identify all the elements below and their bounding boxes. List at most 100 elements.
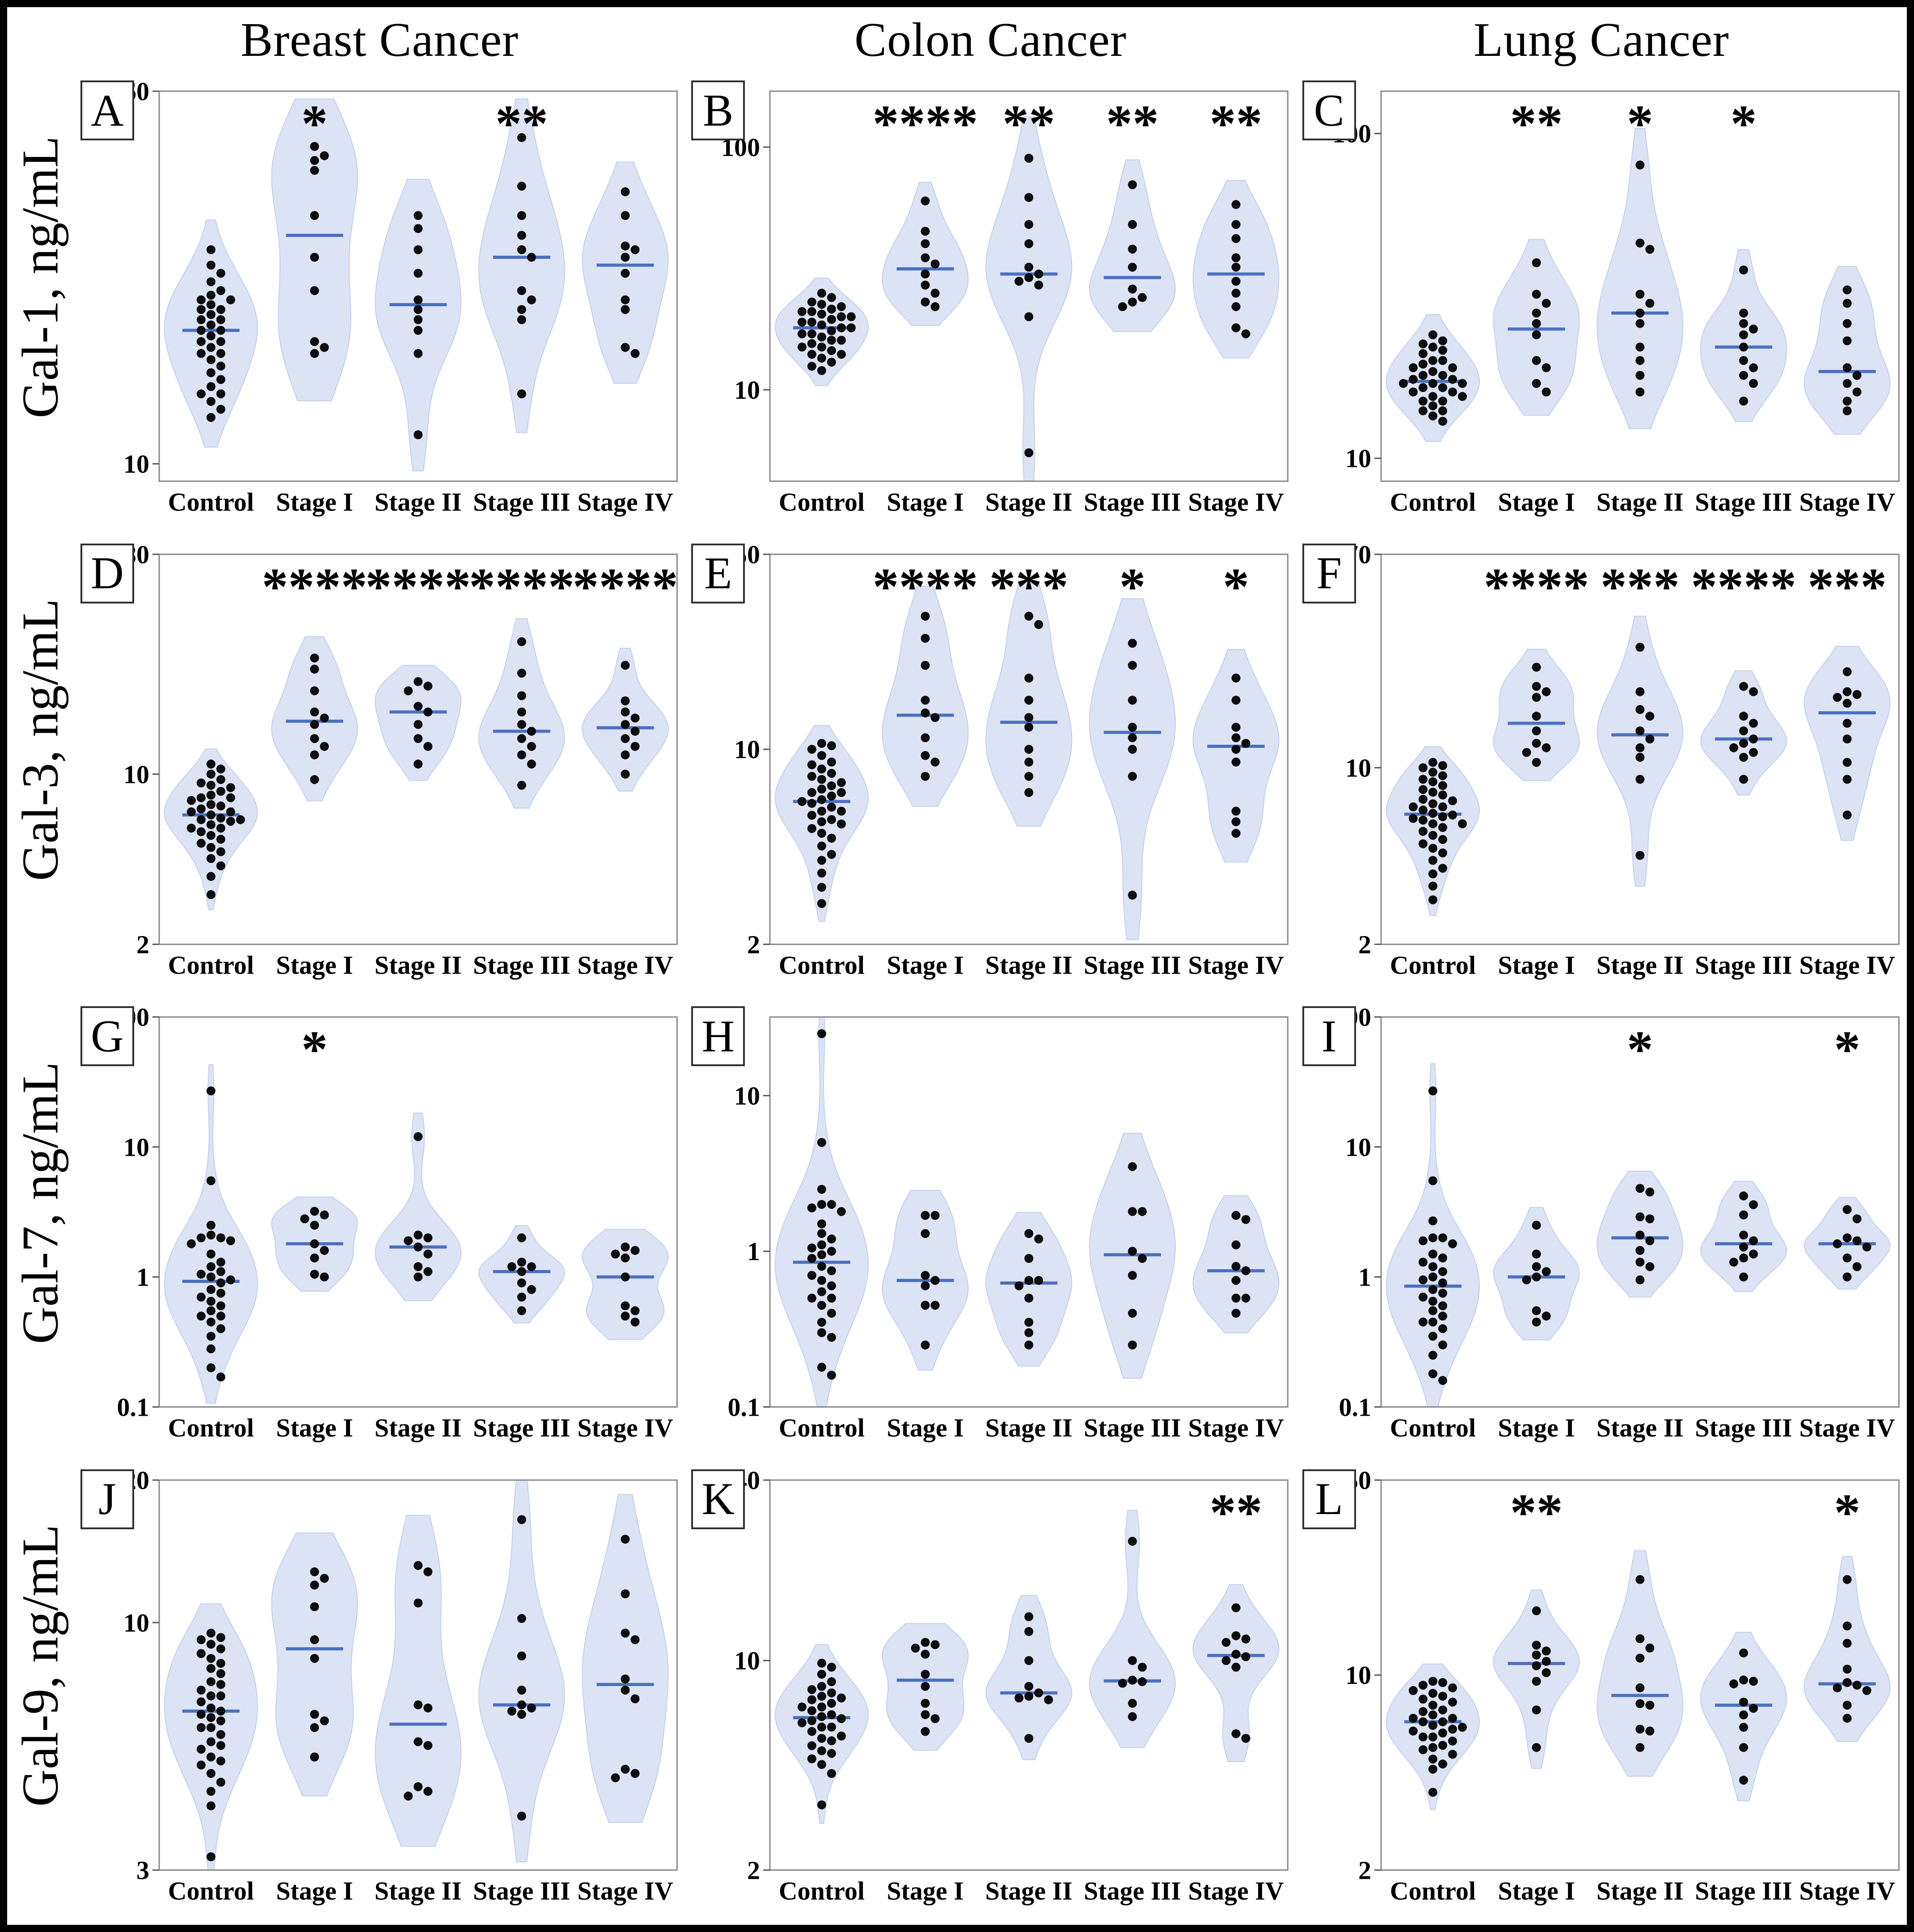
data-point (1138, 1254, 1147, 1263)
data-point (414, 269, 423, 278)
data-point (517, 750, 526, 759)
x-tick-label-stage-iii: Stage III (473, 487, 570, 516)
data-point (1532, 379, 1541, 388)
data-point (517, 1514, 526, 1524)
data-point (817, 1722, 827, 1732)
data-point (216, 1372, 225, 1382)
data-point (1024, 1734, 1034, 1743)
data-point (1241, 1266, 1251, 1275)
data-point (1428, 1306, 1437, 1316)
data-point (517, 1233, 526, 1243)
data-point (216, 786, 225, 796)
y-tick-label: 10 (123, 759, 149, 789)
data-point (1428, 401, 1437, 410)
column-headers: Breast Cancer Colon Cancer Lung Cancer (7, 7, 1907, 73)
violin-K-stage-iv (1192, 1584, 1280, 1762)
data-point (1438, 1278, 1447, 1287)
data-point (921, 1698, 930, 1708)
y-tick-label: 2 (1358, 930, 1371, 959)
panel-letter: B (703, 85, 734, 136)
data-point (1458, 1722, 1467, 1732)
data-point (1428, 1262, 1437, 1271)
panel-letter-box: D (80, 543, 134, 603)
data-point (1408, 802, 1418, 811)
panel-letter-box: F (1302, 543, 1356, 603)
data-point (1635, 387, 1644, 397)
data-point (621, 1312, 630, 1321)
panel-B: **** ** ** ** 100 10 Control Stage I Stage II Sta… (685, 73, 1296, 536)
data-point (216, 1658, 225, 1668)
data-point (1739, 774, 1748, 784)
data-point (527, 1262, 536, 1271)
data-point (1128, 695, 1137, 704)
data-point (1842, 363, 1852, 372)
data-point (930, 288, 940, 298)
panel-letter: L (1315, 1474, 1343, 1524)
data-point (1024, 448, 1034, 457)
data-point (1428, 881, 1437, 890)
violin-A-stage-i (271, 98, 358, 401)
y-tick-label: 10 (734, 1081, 760, 1110)
data-point (1024, 1656, 1034, 1665)
violin-C-control (1386, 314, 1480, 442)
data-point (216, 1716, 225, 1725)
data-point (1438, 383, 1447, 392)
data-point (1842, 734, 1852, 743)
data-point (1842, 336, 1852, 346)
data-point (414, 734, 423, 743)
data-point (310, 1602, 319, 1611)
data-point (921, 280, 930, 290)
data-point (1024, 1612, 1034, 1621)
data-point (930, 713, 940, 722)
data-point (1418, 1680, 1428, 1690)
data-point (807, 1243, 817, 1253)
x-tick-label-stage-ii: Stage II (985, 487, 1073, 516)
data-point (1024, 1682, 1034, 1691)
data-point (1739, 738, 1748, 748)
data-point (807, 1254, 817, 1263)
data-point (1842, 1700, 1852, 1710)
data-point (1428, 831, 1437, 840)
data-point (921, 611, 930, 620)
data-point (216, 801, 225, 810)
data-point (206, 1801, 215, 1810)
data-point (1749, 325, 1758, 334)
data-point (1739, 319, 1748, 328)
data-point (817, 806, 827, 816)
data-point (1542, 1668, 1551, 1677)
panel-letter-box: K (691, 1469, 745, 1529)
data-point (1448, 1736, 1457, 1746)
data-point (517, 245, 526, 254)
panel-F: **** *** **** *** 70 10 2 Control Stage I Stage I… (1296, 536, 1907, 1000)
data-point (517, 1614, 526, 1623)
x-tick-label-stage-ii: Stage II (1596, 1413, 1683, 1442)
data-point (1438, 1376, 1447, 1385)
data-point (827, 1688, 837, 1697)
data-point (921, 1637, 930, 1647)
data-point (921, 1340, 930, 1350)
data-point (196, 1723, 206, 1732)
data-point (817, 1759, 827, 1769)
data-point (817, 1692, 827, 1701)
data-point (1852, 1262, 1862, 1271)
data-point (827, 293, 837, 302)
data-point (1438, 812, 1447, 821)
panel-K: ** 40 10 2 Control Stage I Stage II Stage III St… (685, 1462, 1296, 1925)
data-point (216, 1679, 225, 1689)
data-point (621, 1301, 630, 1311)
x-tick-label-stage-ii: Stage II (985, 1876, 1073, 1905)
y-tick-label: 1 (1358, 1263, 1371, 1292)
data-point (1448, 375, 1457, 384)
data-point (517, 305, 526, 314)
data-point (310, 166, 319, 175)
data-point (827, 346, 837, 355)
data-point (921, 708, 930, 717)
data-point (1532, 258, 1541, 267)
significance-stars: * (1120, 557, 1146, 616)
data-point (1428, 356, 1437, 365)
data-point (206, 261, 215, 270)
data-point (1645, 1700, 1654, 1710)
data-point (1833, 1239, 1842, 1249)
data-point (1438, 417, 1447, 426)
